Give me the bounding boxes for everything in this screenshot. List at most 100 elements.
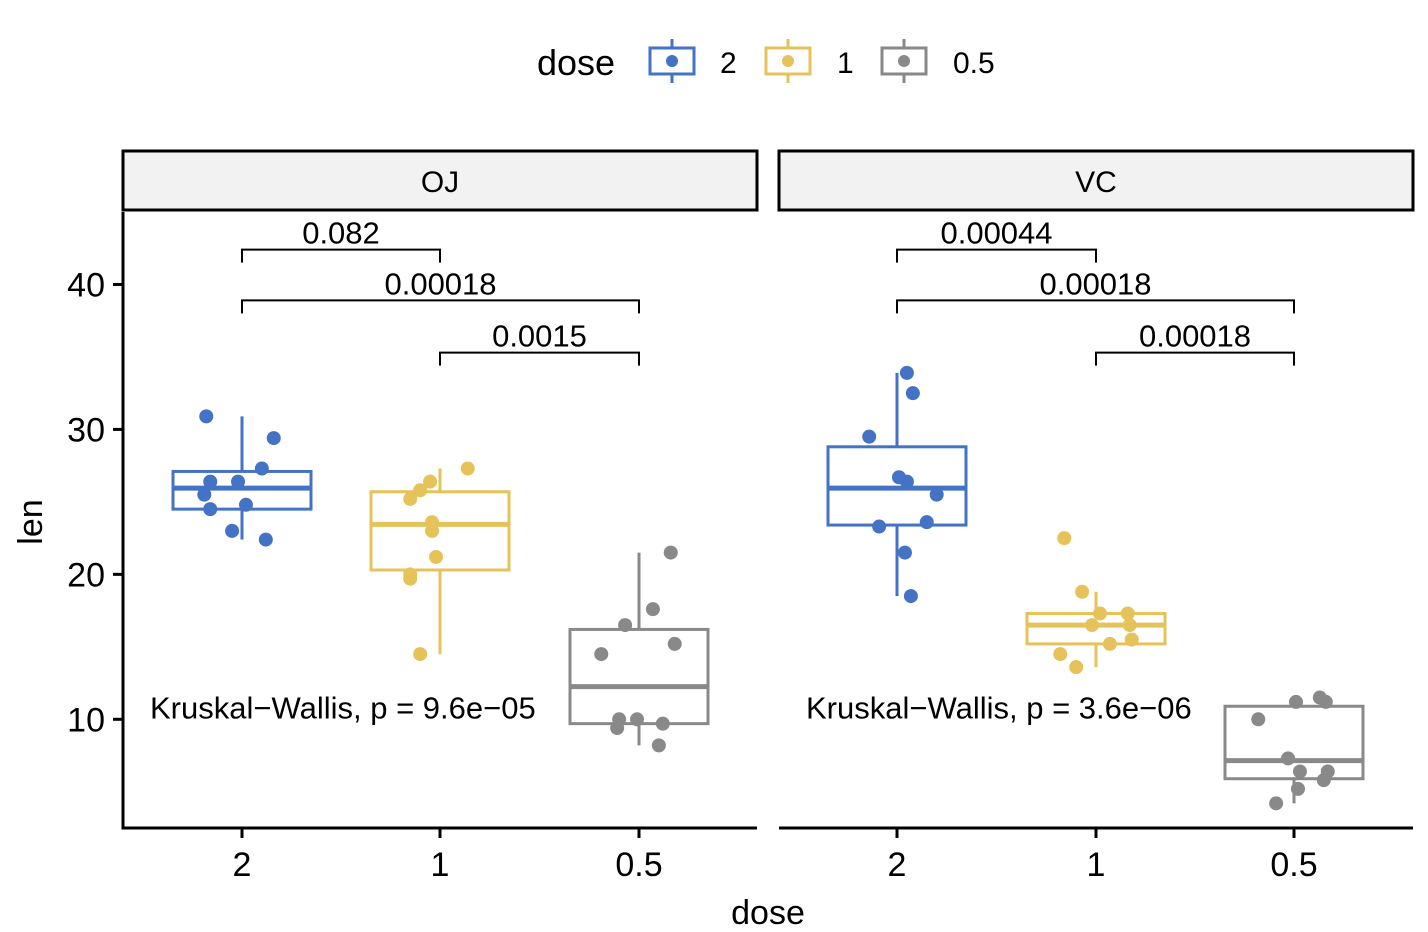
p-value-label: 0.00018 bbox=[1139, 319, 1251, 354]
data-point bbox=[1102, 636, 1117, 651]
box-body bbox=[1223, 704, 1365, 781]
data-point bbox=[929, 487, 944, 502]
comparison-bracket: 0.0015 bbox=[439, 319, 640, 366]
legend-title: dose bbox=[537, 42, 615, 83]
data-point bbox=[919, 515, 934, 530]
x-tick-label: 2 bbox=[888, 846, 907, 884]
data-point bbox=[203, 502, 218, 517]
data-point bbox=[423, 474, 438, 489]
data-point bbox=[1069, 660, 1084, 675]
bracket-line bbox=[439, 351, 640, 366]
x-tick-label: 0.5 bbox=[615, 846, 662, 884]
legend-key-point bbox=[782, 55, 794, 67]
data-point bbox=[413, 483, 428, 498]
kruskal-wallis-label: Kruskal−Wallis, p = 9.6e−05 bbox=[150, 691, 536, 726]
data-point bbox=[199, 409, 214, 424]
data-point bbox=[266, 431, 281, 446]
strip-box bbox=[777, 149, 1415, 212]
data-point bbox=[651, 738, 666, 753]
data-point bbox=[403, 571, 418, 586]
data-point bbox=[429, 549, 444, 564]
data-point bbox=[645, 602, 660, 617]
strip-box bbox=[121, 149, 759, 212]
data-point bbox=[197, 487, 212, 502]
legend-label: 1 bbox=[837, 47, 854, 80]
strip-label: OJ bbox=[421, 166, 459, 199]
bracket-line bbox=[241, 299, 640, 314]
data-point bbox=[872, 519, 887, 534]
box-0.5 bbox=[1223, 697, 1365, 804]
comparison-bracket: 0.00018 bbox=[241, 266, 640, 314]
data-point bbox=[903, 589, 918, 604]
data-point bbox=[1057, 531, 1072, 546]
data-point bbox=[1251, 712, 1266, 727]
data-point bbox=[594, 647, 609, 662]
data-point bbox=[663, 545, 678, 560]
comparison-bracket: 0.00018 bbox=[896, 266, 1295, 314]
data-point bbox=[413, 647, 428, 662]
x-tick-label: 1 bbox=[1087, 846, 1106, 884]
legend: dose 2 1 0.5 bbox=[537, 39, 995, 83]
data-point bbox=[231, 474, 246, 489]
p-value-label: 0.00044 bbox=[940, 216, 1052, 251]
data-point bbox=[403, 491, 418, 506]
data-point bbox=[1122, 618, 1137, 633]
y-tick-label: 10 bbox=[67, 701, 105, 739]
data-point bbox=[238, 497, 253, 512]
data-point bbox=[897, 545, 912, 560]
p-value-label: 0.00018 bbox=[384, 266, 496, 301]
legend-key-point bbox=[666, 55, 678, 67]
data-point bbox=[1281, 751, 1296, 766]
bracket-line bbox=[896, 248, 1097, 263]
x-tick-label: 0.5 bbox=[1270, 846, 1317, 884]
legend-label: 2 bbox=[720, 47, 737, 80]
strip-label: VC bbox=[1075, 166, 1117, 199]
data-point bbox=[1075, 584, 1090, 599]
data-point bbox=[425, 523, 440, 538]
bracket-line bbox=[896, 299, 1295, 314]
x-tick-label: 1 bbox=[431, 846, 450, 884]
p-value-label: 0.082 bbox=[302, 216, 380, 251]
box-2 bbox=[826, 372, 968, 597]
data-point bbox=[618, 618, 633, 633]
kruskal-wallis-label: Kruskal−Wallis, p = 3.6e−06 bbox=[806, 691, 1192, 726]
legend-item-2: 2 bbox=[648, 39, 737, 83]
box-0.5 bbox=[568, 552, 710, 746]
bracket-line bbox=[1095, 351, 1295, 366]
data-point bbox=[610, 720, 625, 735]
comparison-bracket: 0.00018 bbox=[1095, 319, 1295, 366]
legend-label: 0.5 bbox=[953, 47, 995, 80]
y-axis-label: len bbox=[12, 499, 50, 544]
data-point bbox=[899, 474, 914, 489]
data-point bbox=[862, 429, 877, 444]
box-body bbox=[568, 627, 710, 726]
legend-item-0.5: 0.5 bbox=[880, 39, 995, 83]
y-tick-label: 40 bbox=[67, 266, 105, 304]
data-point bbox=[630, 712, 645, 727]
data-point bbox=[258, 532, 273, 547]
data-point bbox=[254, 461, 269, 476]
data-point bbox=[1318, 694, 1333, 709]
panel-VC: VC 2 1 0.5 0.00044 0.00018 0.00018 Kruskal−Wall… bbox=[777, 149, 1415, 884]
data-point bbox=[460, 461, 475, 476]
data-point bbox=[1085, 618, 1100, 633]
data-point bbox=[225, 523, 240, 538]
comparison-bracket: 0.082 bbox=[241, 216, 441, 263]
data-point bbox=[899, 365, 914, 380]
data-point bbox=[667, 636, 682, 651]
data-point bbox=[1316, 773, 1331, 788]
y-tick-label: 30 bbox=[67, 411, 105, 449]
data-point bbox=[1124, 632, 1139, 647]
data-point bbox=[1292, 764, 1307, 779]
data-point bbox=[1290, 781, 1305, 796]
comparison-bracket: 0.00044 bbox=[896, 216, 1097, 263]
y-tick-label: 20 bbox=[67, 556, 105, 594]
x-axis-label: dose bbox=[731, 894, 805, 932]
data-point bbox=[905, 386, 920, 401]
data-point bbox=[1053, 647, 1068, 662]
x-tick-label: 2 bbox=[233, 846, 252, 884]
data-point bbox=[1269, 796, 1284, 811]
data-point bbox=[203, 474, 218, 489]
